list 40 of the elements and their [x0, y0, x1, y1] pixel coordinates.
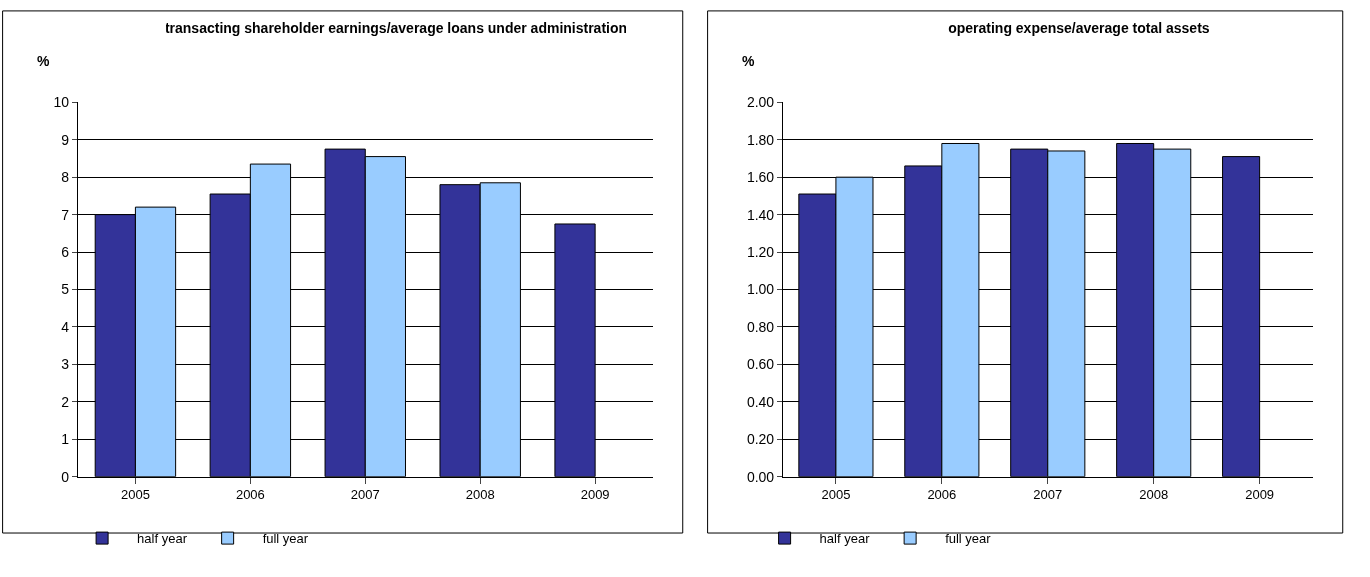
y-tick-label: 5 [61, 281, 70, 298]
y-tick-label: 1.60 [746, 169, 775, 186]
y-tick-label: 3 [61, 356, 70, 373]
y-tick-label: 8 [61, 169, 70, 186]
y-tick-label: 0 [61, 468, 70, 485]
y-tick-label: 0.00 [746, 468, 775, 485]
legend-label: half year [819, 531, 871, 547]
y-tick-label: 1.00 [746, 281, 775, 298]
x-tick-label: 2008 [465, 487, 495, 503]
x-tick-label: 2006 [927, 487, 957, 503]
y-tick-label: 2.00 [746, 94, 775, 111]
y-tick-label: 0.60 [746, 356, 775, 373]
legend-label: full year [945, 531, 992, 547]
y-tick-label: 4 [61, 318, 70, 335]
y-tick-label: 1 [61, 431, 70, 448]
chart-title: transacting shareholder earnings/average loans under administration [164, 20, 628, 36]
y-axis-title: % [742, 53, 755, 69]
y-tick-label: 9 [61, 131, 70, 148]
y-tick-label: 1.80 [746, 131, 775, 148]
y-axis-title: % [37, 53, 50, 69]
x-tick-label: 2008 [1139, 487, 1169, 503]
x-tick-label: 2007 [1033, 487, 1063, 503]
x-tick-label: 2009 [580, 487, 610, 503]
y-tick-label: 6 [61, 243, 70, 260]
x-tick-label: 2005 [821, 487, 851, 503]
y-tick-label: 0.80 [746, 318, 775, 335]
x-tick-label: 2006 [235, 487, 265, 503]
y-tick-label: 0.20 [746, 431, 775, 448]
chart-title: operating expense/average total assets [948, 20, 1210, 36]
legend-label: full year [262, 531, 309, 547]
y-tick-label: 1.40 [746, 206, 775, 223]
y-tick-label: 10 [53, 94, 70, 111]
y-tick-label: 1.20 [746, 243, 775, 260]
y-tick-label: 0.40 [746, 393, 775, 410]
x-tick-label: 2005 [120, 487, 150, 503]
x-tick-label: 2009 [1245, 487, 1275, 503]
y-tick-label: 2 [61, 393, 70, 410]
x-tick-label: 2007 [350, 487, 380, 503]
y-tick-label: 7 [61, 206, 70, 223]
legend-label: half year [137, 531, 188, 547]
